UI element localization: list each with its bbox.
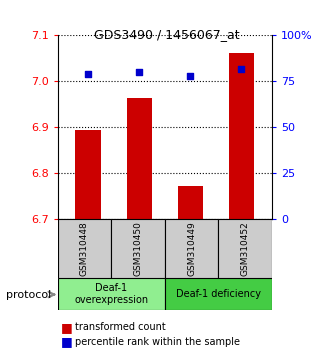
Text: GSM310452: GSM310452 [241, 221, 250, 276]
Bar [178, 186, 203, 219]
Bar [58, 219, 111, 278]
Text: transformed count: transformed count [75, 322, 166, 332]
Text: GSM310448: GSM310448 [80, 221, 89, 276]
Bar [228, 53, 254, 219]
Bar [76, 130, 101, 219]
Text: Deaf-1 deficiency: Deaf-1 deficiency [176, 289, 261, 299]
Bar [126, 98, 152, 219]
Point [86, 71, 91, 77]
Text: GSM310449: GSM310449 [187, 221, 196, 276]
Text: percentile rank within the sample: percentile rank within the sample [75, 337, 240, 347]
Point [188, 73, 193, 79]
Bar [165, 219, 219, 278]
Text: GDS3490 / 1456067_at: GDS3490 / 1456067_at [93, 28, 239, 41]
Point [137, 69, 142, 75]
Bar [219, 219, 272, 278]
Text: ■: ■ [61, 335, 73, 348]
Text: GSM310450: GSM310450 [133, 221, 142, 276]
Point [239, 66, 244, 72]
Bar [58, 278, 165, 310]
Bar [165, 278, 272, 310]
Bar [111, 219, 165, 278]
Text: Deaf-1
overexpression: Deaf-1 overexpression [74, 283, 148, 305]
Text: protocol: protocol [6, 290, 52, 299]
Text: ■: ■ [61, 321, 73, 334]
